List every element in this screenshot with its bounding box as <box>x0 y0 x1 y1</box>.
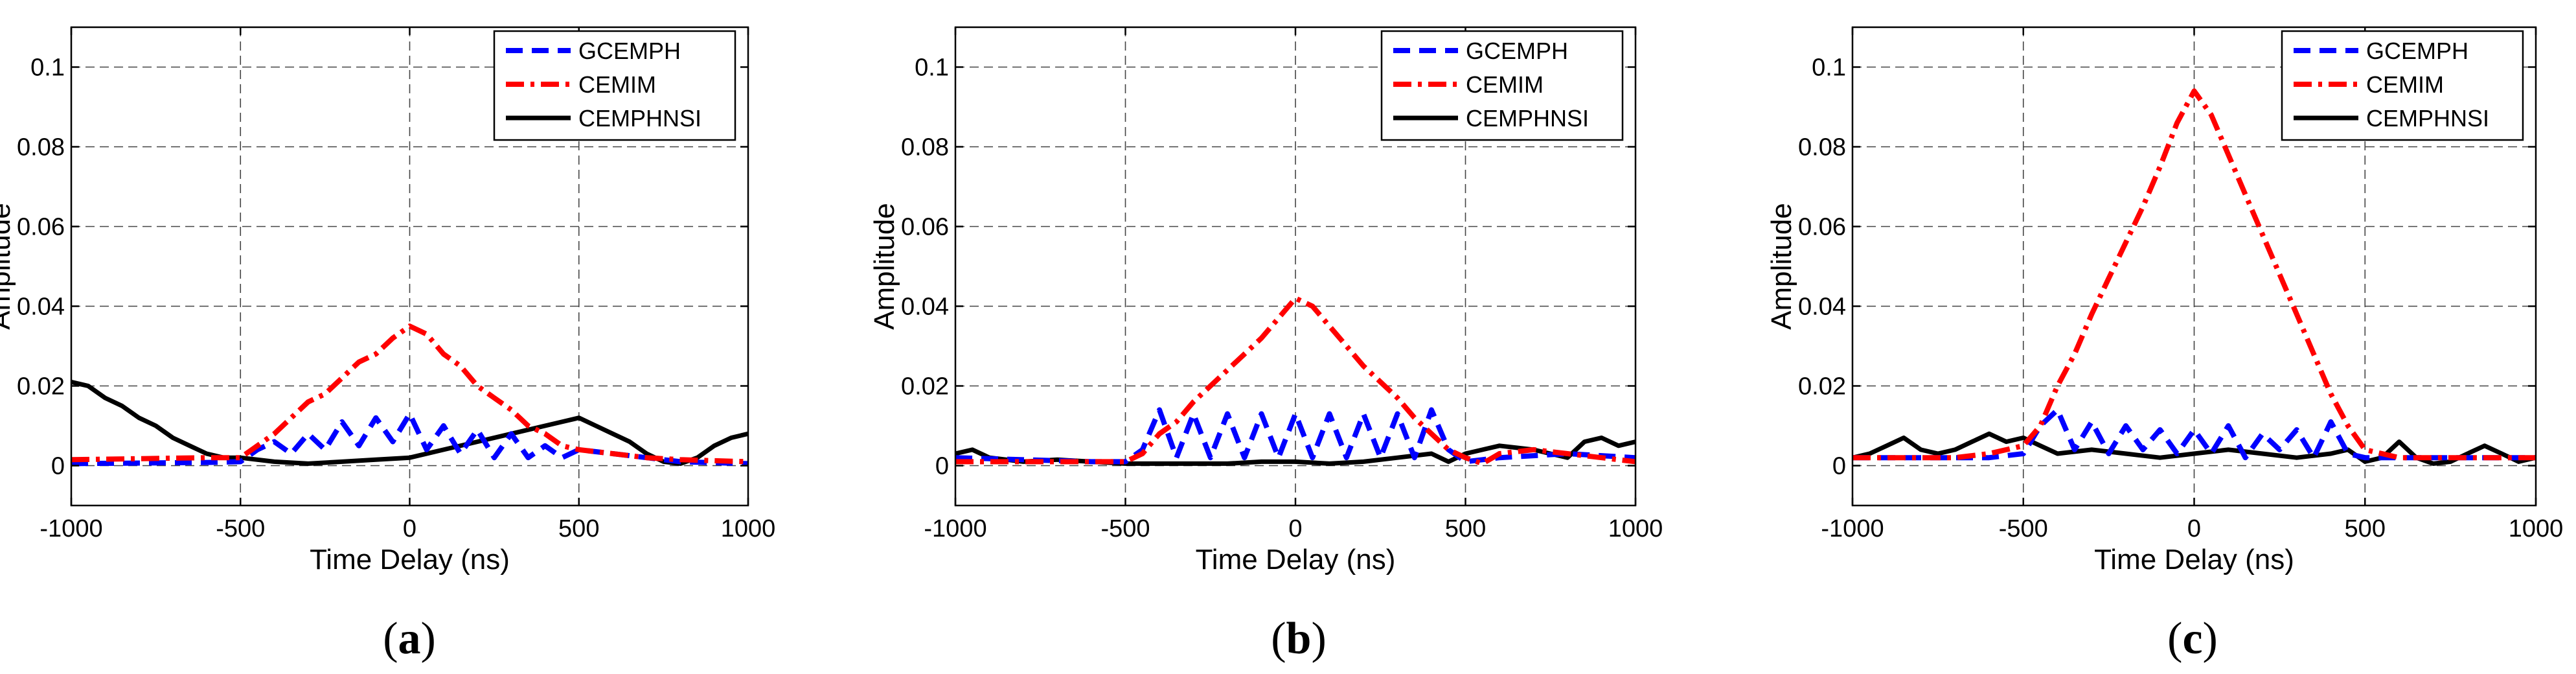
panel-b: -1000 -500 0 500 1000 0 0.02 0.04 0.06 0.08 0.1 Tim… <box>869 26 1663 664</box>
panel-caption: (c) <box>2167 614 2218 664</box>
x-tick-label: -1000 <box>924 515 986 542</box>
x-tick-label: 500 <box>1445 515 1486 542</box>
y-tick-label: 0 <box>1832 453 1846 480</box>
y-tick-label: 0.1 <box>30 54 65 82</box>
x-tick-label: 1000 <box>721 515 776 542</box>
legend: GCEMPH CEMIM CEMPHNSI <box>2281 30 2524 141</box>
series-line-gcemph <box>1852 407 2536 461</box>
y-tick-label: 0.1 <box>915 54 949 82</box>
legend-label: CEMIM <box>2366 71 2444 98</box>
x-axis-label: Time Delay (ns) <box>2094 544 2294 575</box>
x-axis-label: Time Delay (ns) <box>310 544 510 575</box>
y-tick-label: 0 <box>51 453 65 480</box>
x-tick-label: -500 <box>1999 515 2048 542</box>
y-tick-label: 0.02 <box>1798 373 1846 401</box>
x-tick-label: 1000 <box>1608 515 1663 542</box>
x-tick-label: 0 <box>403 515 416 542</box>
y-tick-label: 0.06 <box>17 214 65 241</box>
legend-label: GCEMPH <box>2366 38 2468 64</box>
series-line-cemim <box>1852 88 2536 461</box>
legend: GCEMPH CEMIM CEMPHNSI <box>1380 30 1624 141</box>
legend-label: GCEMPH <box>1466 38 1568 64</box>
x-tick-label: 0 <box>2187 515 2201 542</box>
y-axis-label: Amplitude <box>869 203 900 330</box>
legend-label: CEMIM <box>1466 71 1544 98</box>
panel-caption: (a) <box>383 614 436 664</box>
x-tick-label: 500 <box>558 515 599 542</box>
y-axis-label: Amplitude <box>1766 203 1797 330</box>
series-line-cemim <box>71 323 748 465</box>
y-tick-label: 0.04 <box>1798 294 1846 321</box>
y-tick-label: 0.06 <box>901 214 949 241</box>
legend-label: CEMPHNSI <box>1466 105 1589 132</box>
series-group <box>1852 88 2536 466</box>
y-tick-label: 0.04 <box>901 294 949 321</box>
legend-label: GCEMPH <box>578 38 681 64</box>
x-tick-label: 500 <box>2345 515 2386 542</box>
x-tick-label: -500 <box>1100 515 1150 542</box>
y-tick-label: 0.08 <box>17 134 65 161</box>
y-tick-label: 0.08 <box>901 134 949 161</box>
x-tick-label: -1000 <box>40 515 102 542</box>
y-tick-label: 0 <box>935 453 949 480</box>
series-group <box>71 323 748 467</box>
y-tick-label: 0.06 <box>1798 214 1846 241</box>
legend-label: CEMPHNSI <box>2366 105 2489 132</box>
y-tick-label: 0.02 <box>17 373 65 401</box>
y-tick-label: 0.02 <box>901 373 949 401</box>
panel-caption: (b) <box>1271 614 1327 664</box>
y-tick-label: 0.1 <box>1812 54 1846 82</box>
series-line-gcemph <box>955 407 1636 465</box>
x-axis-label: Time Delay (ns) <box>1196 544 1396 575</box>
panel-a: -1000 -500 0 500 1000 0 0.02 0.04 0.06 0.08 0.1 Tim… <box>0 26 776 664</box>
legend: GCEMPH CEMIM CEMPHNSI <box>493 30 736 141</box>
series-line-cemphnsi <box>1852 431 2536 466</box>
legend-label: CEMPHNSI <box>578 105 701 132</box>
x-tick-label: -500 <box>216 515 265 542</box>
series-group <box>955 296 1636 467</box>
x-tick-label: -1000 <box>1821 515 1884 542</box>
x-tick-label: 0 <box>1288 515 1302 542</box>
y-tick-label: 0.08 <box>1798 134 1846 161</box>
panel-c: -1000 -500 0 500 1000 0 0.02 0.04 0.06 0.08 0.1 Tim… <box>1766 26 2564 664</box>
y-tick-label: 0.04 <box>17 294 65 321</box>
y-axis-label: Amplitude <box>0 203 16 330</box>
series-line-gcemph <box>71 411 748 467</box>
legend-label: CEMIM <box>578 71 656 98</box>
series-line-cemim <box>955 296 1636 467</box>
x-tick-label: 1000 <box>2509 515 2564 542</box>
